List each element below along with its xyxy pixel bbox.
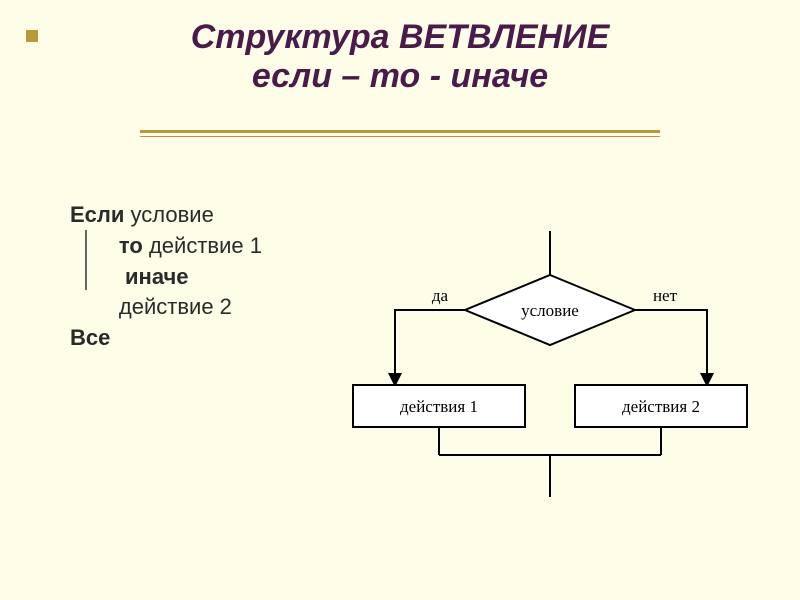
pseudo-line-2: то действие 1 (70, 231, 262, 262)
slide: Структура ВЕТВЛЕНИЕ если – то - иначе Ес… (0, 0, 800, 600)
title-underline-top (140, 130, 660, 133)
kw-end: Все (70, 325, 110, 350)
svg-text:действия 2: действия 2 (622, 397, 700, 416)
pseudo-line-3: иначе (70, 262, 262, 293)
title-line-1: Структура ВЕТВЛЕНИЕ (0, 18, 800, 57)
pseudo-line-5: Все (70, 323, 262, 354)
txt-act1: действие 1 (149, 233, 262, 258)
title-underline-bottom (140, 136, 660, 137)
txt-cond: условие (131, 202, 214, 227)
kw-then: то (119, 233, 149, 258)
svg-text:нет: нет (653, 286, 678, 305)
kw-if: Если (70, 202, 131, 227)
kw-else: иначе (125, 264, 189, 289)
pseudo-line-1: Если условие (70, 200, 262, 231)
txt-act2: действие 2 (119, 294, 232, 319)
svg-text:да: да (432, 286, 449, 305)
pseudocode-block: Если условие то действие 1 иначе действи… (70, 200, 262, 354)
svg-text:действия 1: действия 1 (400, 397, 478, 416)
title-line-2: если – то - иначе (0, 57, 800, 96)
flowchart: условие да нет действия 1 действия 2 (335, 225, 765, 525)
pseudo-line-4: действие 2 (70, 292, 262, 323)
bullet-icon (26, 30, 38, 42)
svg-text:условие: условие (521, 301, 579, 320)
slide-title: Структура ВЕТВЛЕНИЕ если – то - иначе (0, 0, 800, 96)
